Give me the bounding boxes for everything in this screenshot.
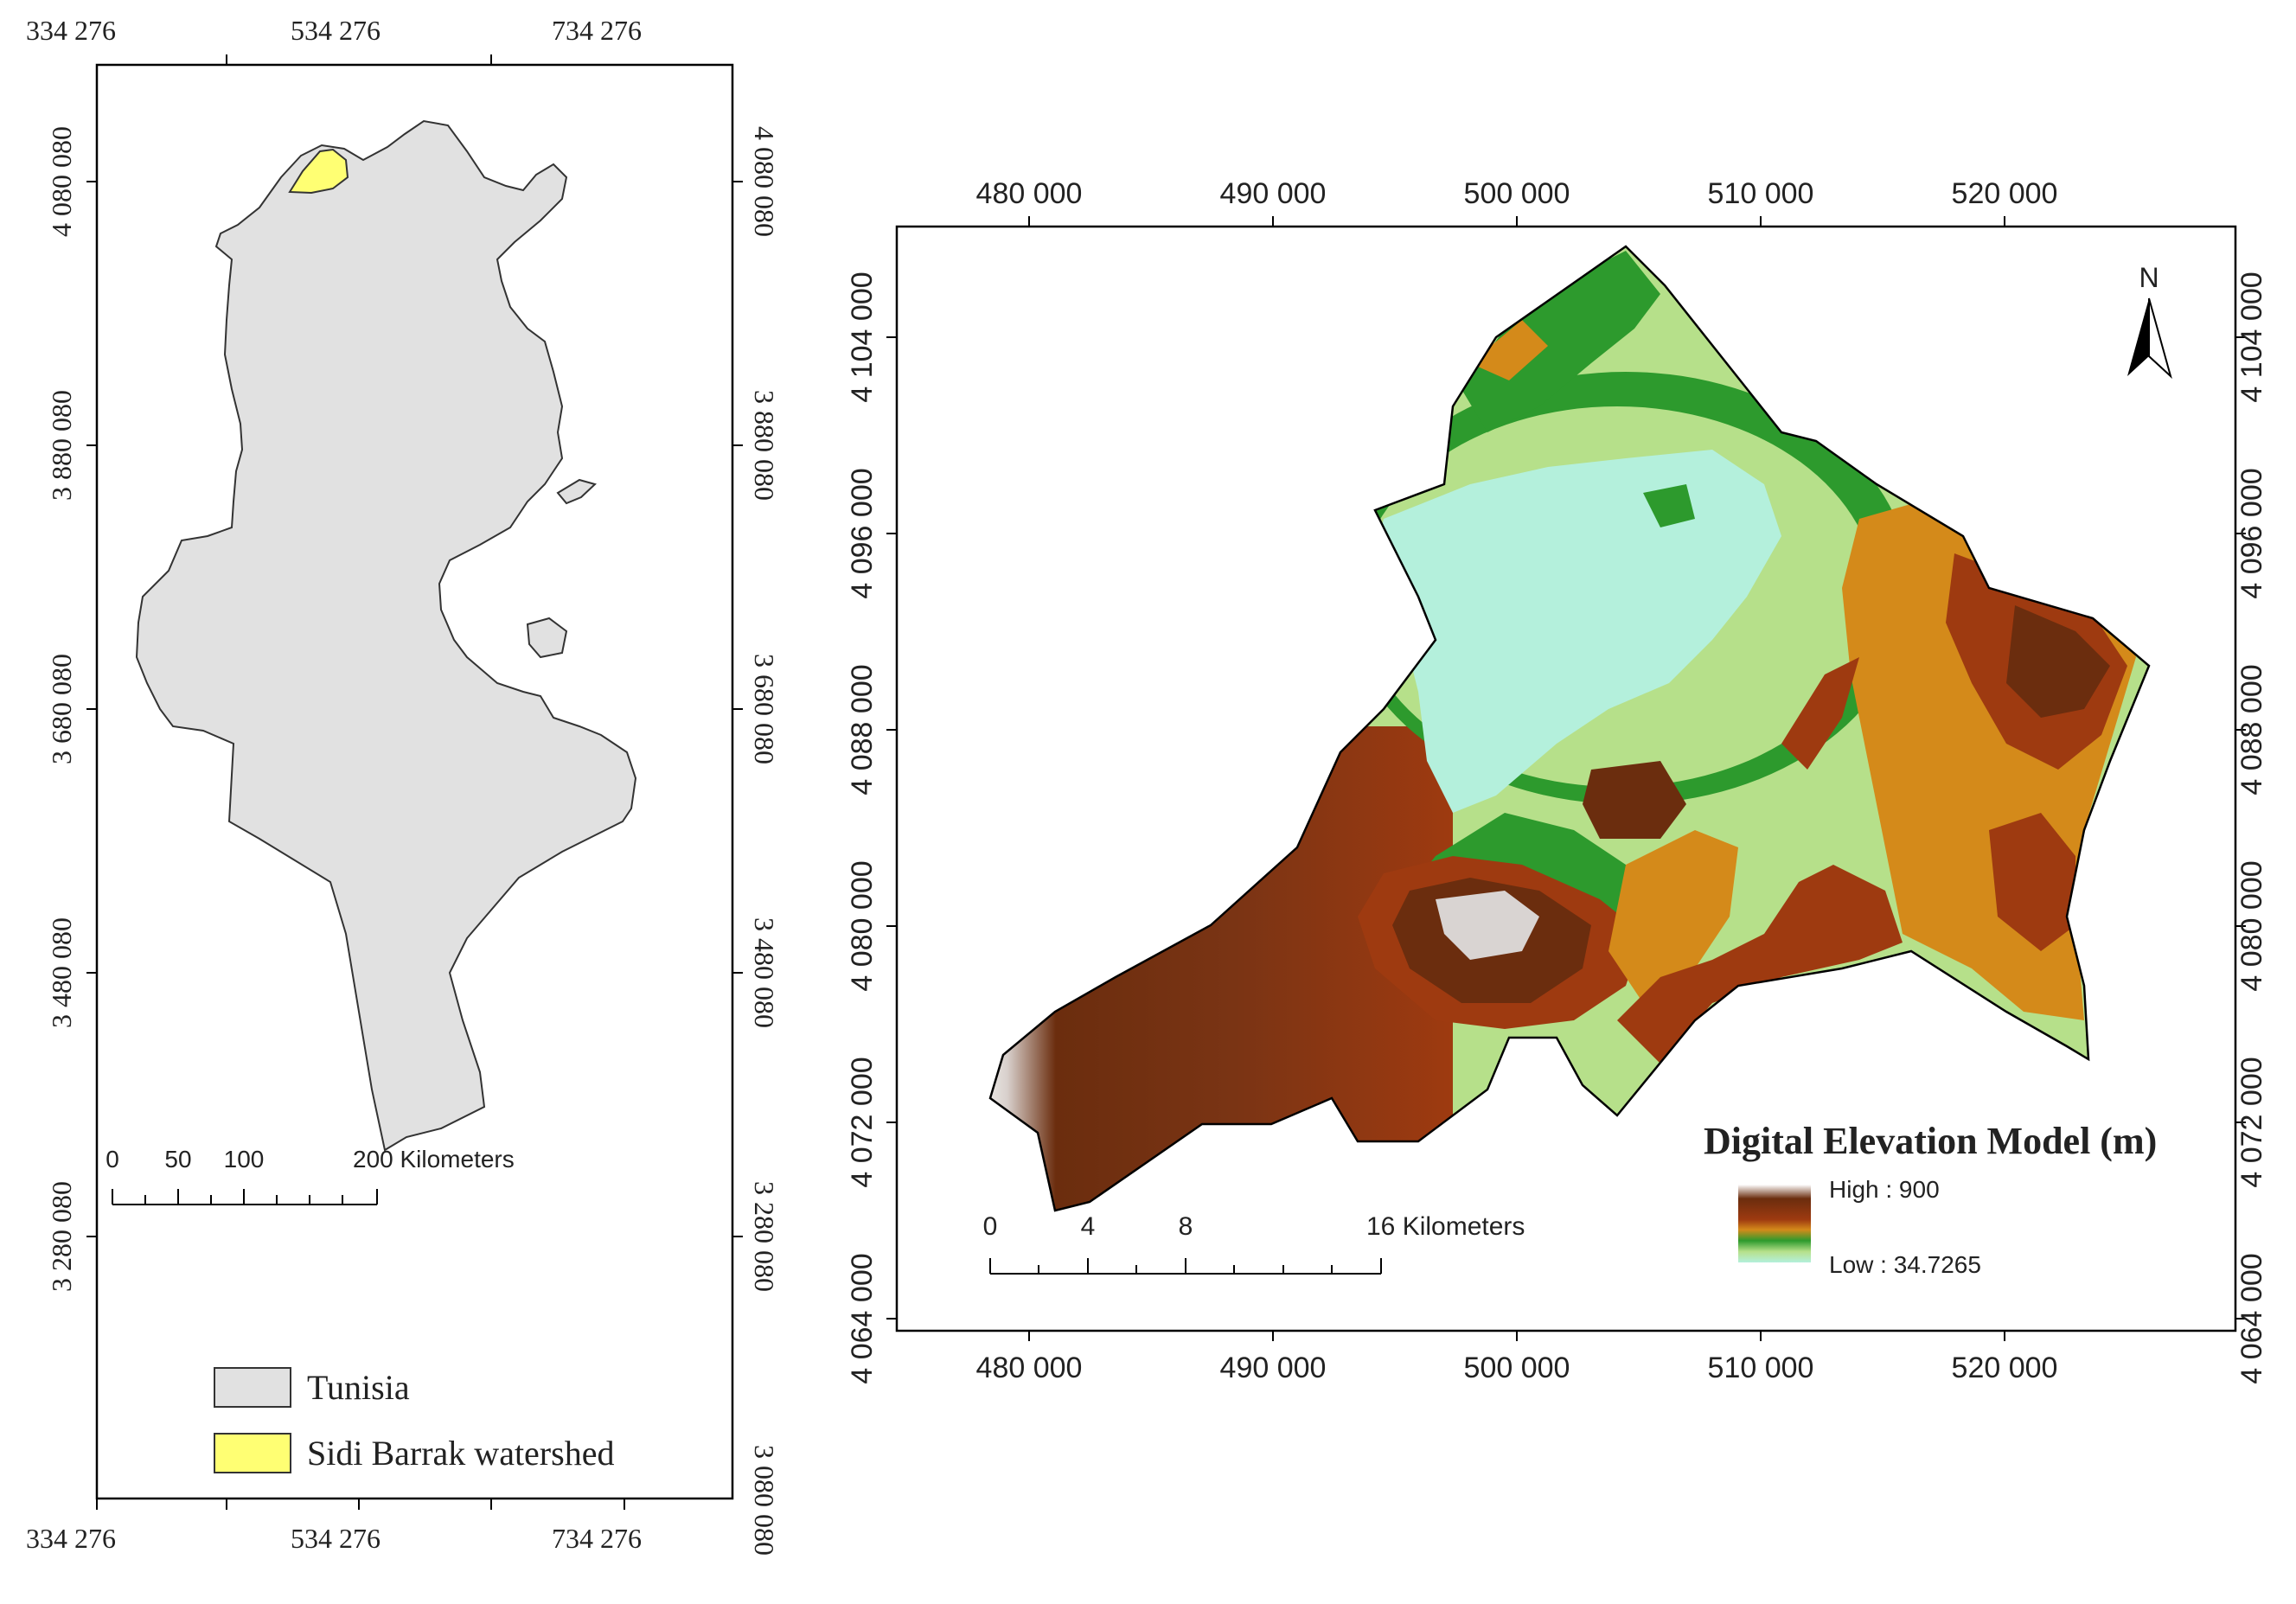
y-tick-label-right: 4 104 000 (2235, 272, 2268, 402)
x-tick-label-top: 480 000 (976, 177, 1083, 210)
north-label: N (2139, 262, 2158, 293)
dem-scalebar-label: 4 (1081, 1212, 1096, 1241)
legend-swatch-tunisia (214, 1367, 291, 1408)
watershed-shape (288, 148, 349, 195)
location-legend: Tunisia Sidi Barrak watershed (214, 1367, 614, 1473)
x-tick-label-bottom: 500 000 (1464, 1352, 1570, 1384)
top-tick-label: 734 276 (552, 15, 642, 46)
right-tick-label: 3 680 080 (749, 654, 780, 764)
y-tick-label-left: 4 104 000 (846, 272, 879, 402)
dem-legend-title: Digital Elevation Model (m) (1704, 1120, 2157, 1162)
x-tick-label-bottom: 510 000 (1708, 1352, 1814, 1384)
y-tick-label-left: 4 088 000 (846, 664, 879, 795)
right-tick-label: 3 480 080 (749, 917, 780, 1028)
north-arrow-icon: N (2127, 262, 2172, 380)
dem-scalebar (989, 1258, 1382, 1275)
bottom-tick-label: 334 276 (26, 1523, 116, 1554)
right-tick-label: 3 880 080 (749, 390, 780, 501)
right-tick-label: 3 280 080 (749, 1181, 780, 1292)
y-tick-label-right: 4 072 000 (2235, 1057, 2268, 1187)
y-tick-label-right: 4 096 000 (2235, 468, 2268, 598)
dem-map-ticks (886, 216, 2246, 1341)
y-tick-label-left: 4 080 000 (846, 860, 879, 991)
y-tick-label-left: 4 072 000 (846, 1057, 879, 1187)
left-tick-label: 3 880 080 (46, 390, 77, 501)
x-tick-label-top: 490 000 (1220, 177, 1327, 210)
x-tick-label-top: 510 000 (1708, 177, 1814, 210)
y-tick-label-right: 4 064 000 (2235, 1253, 2268, 1384)
dem-legend-high: High : 900 (1829, 1176, 1940, 1203)
location-map-ticks (86, 54, 743, 1510)
x-tick-label-bottom: 480 000 (976, 1352, 1083, 1384)
dem-legend-ramp (1738, 1185, 1811, 1262)
scalebar-label: 0 (106, 1146, 119, 1173)
y-tick-label-right: 4 088 000 (2235, 664, 2268, 795)
right-tick-label: 3 080 080 (749, 1445, 780, 1556)
left-tick-label: 3 480 080 (46, 917, 77, 1028)
dem-map: 480 000 490 000 500 000 510 000 520 000 … (846, 177, 2268, 1384)
y-tick-label-left: 4 064 000 (846, 1253, 879, 1384)
dem-legend-low: Low : 34.7265 (1829, 1251, 1981, 1278)
y-tick-label-left: 4 096 000 (846, 468, 879, 598)
scalebar-label: 200 Kilometers (353, 1146, 515, 1173)
dem-scalebar-label: 0 (983, 1212, 998, 1241)
left-tick-label: 3 280 080 (46, 1181, 77, 1292)
bottom-tick-label: 534 276 (291, 1523, 381, 1554)
scalebar-label: 50 (164, 1146, 191, 1173)
x-tick-label-top: 500 000 (1464, 177, 1570, 210)
dem-legend: Digital Elevation Model (m) High : 900 L… (1704, 1120, 2157, 1278)
scalebar-label: 100 (224, 1146, 265, 1173)
dem-scalebar-label: 16 Kilometers (1366, 1212, 1525, 1241)
location-map: 334 276 534 276 734 276 334 276 534 276 … (26, 15, 780, 1556)
top-tick-label: 534 276 (291, 15, 381, 46)
right-tick-label: 4 080 080 (749, 126, 780, 237)
legend-swatch-watershed (214, 1433, 291, 1473)
x-tick-label-top: 520 000 (1952, 177, 2058, 210)
djerba-island (526, 617, 568, 659)
legend-label-tunisia: Tunisia (307, 1368, 410, 1407)
dem-scalebar-label: 8 (1179, 1212, 1193, 1241)
kerkennah-island (556, 478, 597, 505)
location-scalebar (112, 1189, 378, 1205)
legend-label-watershed: Sidi Barrak watershed (307, 1434, 614, 1473)
bottom-tick-label: 734 276 (552, 1523, 642, 1554)
tunisia-shape (135, 119, 637, 1152)
top-tick-label: 334 276 (26, 15, 116, 46)
watershed-outline (988, 245, 2151, 1212)
x-tick-label-bottom: 490 000 (1220, 1352, 1327, 1384)
left-tick-label: 3 680 080 (46, 654, 77, 764)
x-tick-label-bottom: 520 000 (1952, 1352, 2058, 1384)
y-tick-label-right: 4 080 000 (2235, 860, 2268, 991)
left-tick-label: 4 080 080 (46, 126, 77, 237)
